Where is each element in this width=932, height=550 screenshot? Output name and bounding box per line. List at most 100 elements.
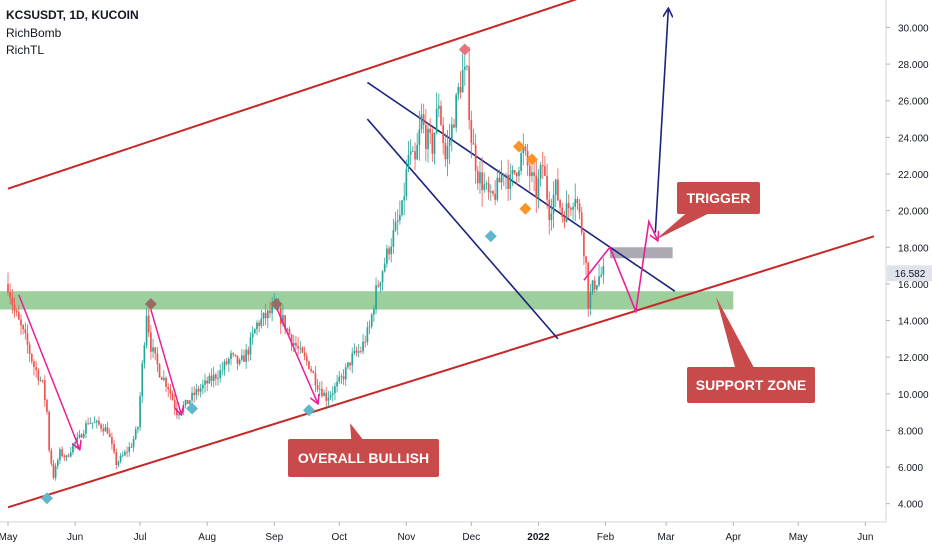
candle-body (17, 312, 20, 320)
candle-body (288, 328, 291, 335)
candle-body (249, 337, 252, 355)
candle-body (227, 359, 230, 364)
candle-body (69, 452, 72, 457)
candle-body (234, 354, 237, 356)
candle-body (450, 124, 453, 140)
candle-body (474, 144, 477, 171)
candle-body (176, 408, 178, 416)
candle-body (394, 221, 397, 231)
candle-body (355, 350, 358, 353)
candle-body (199, 388, 202, 392)
channel-upper-line (7, 0, 578, 190)
candle-body (106, 427, 109, 434)
x-tick-label: Nov (397, 532, 415, 543)
y-tick-label: 10.000 (898, 390, 929, 401)
downtrend-lower-line (366, 118, 559, 340)
y-tick-label: 6.000 (898, 463, 923, 474)
candle-body (24, 329, 27, 334)
candle-body (165, 377, 167, 387)
candle-body (591, 280, 594, 292)
candle-body (459, 87, 462, 93)
candle-body (102, 428, 105, 432)
candle-body (195, 388, 198, 396)
candle-body (507, 174, 509, 189)
candle-body (427, 128, 429, 150)
candle-body (167, 386, 170, 390)
callout-pointer (715, 296, 762, 389)
candle-body (277, 308, 280, 310)
y-tick-label: 12.000 (898, 353, 929, 364)
candle-body (518, 170, 520, 177)
candle-body (61, 449, 63, 456)
candle-body (502, 174, 505, 176)
candle-body (310, 368, 312, 372)
candle-body (11, 297, 14, 305)
last-price-label: 16.582 (895, 269, 926, 280)
candle-body (461, 69, 464, 93)
candle-body (50, 450, 53, 464)
candle-body (552, 194, 555, 214)
x-tick-label: Jul (134, 532, 147, 543)
candle-body (550, 213, 553, 221)
candle-body (160, 377, 163, 380)
y-tick-label: 20.000 (898, 207, 929, 218)
candle-body (567, 203, 570, 209)
candle-body (173, 400, 176, 409)
candle-body (448, 139, 451, 147)
candle-body (214, 374, 217, 379)
candle-body (455, 94, 458, 128)
candle-body (232, 353, 235, 355)
candle-body (422, 114, 425, 125)
candle-body (72, 444, 74, 453)
candle-body (184, 400, 187, 406)
candle-body (338, 376, 341, 382)
projection-path (583, 218, 658, 315)
candle-body (388, 248, 390, 255)
candle-body (327, 397, 330, 401)
candle-body (65, 455, 68, 458)
x-tick-label: Jun (857, 532, 873, 543)
candle-body (329, 394, 332, 398)
candle-body (554, 179, 557, 195)
candle-body (409, 151, 412, 155)
candle-body (344, 367, 347, 380)
candle-body (206, 380, 209, 384)
candle-body (347, 362, 349, 368)
callout-label: TRIGGER (687, 190, 751, 206)
candle-body (266, 310, 269, 319)
candle-body (132, 438, 135, 448)
candle-body (537, 178, 540, 198)
candle-body (379, 282, 382, 287)
candle-body (492, 191, 494, 194)
x-tick-label: 2022 (527, 532, 550, 543)
candle-body (217, 378, 219, 379)
candle-body (522, 146, 525, 154)
candle-body (204, 380, 206, 385)
candle-body (437, 105, 440, 109)
candle-body (22, 325, 25, 330)
candle-body (20, 319, 22, 326)
signal-diamond-marker (270, 298, 283, 311)
candle-body (91, 422, 94, 424)
candle-body (221, 369, 224, 371)
candle-body (282, 315, 284, 324)
candle-body (479, 172, 481, 184)
y-tick-label: 14.000 (898, 317, 929, 328)
candle-body (442, 124, 445, 144)
candle-body (440, 105, 442, 125)
candle-body (297, 346, 299, 349)
candle-body (323, 392, 325, 397)
candle-body (468, 66, 470, 121)
signal-diamond-marker (484, 230, 497, 243)
candle-body (489, 191, 492, 193)
candle-body (318, 388, 321, 390)
candle-body (570, 208, 572, 210)
candle-body (186, 400, 189, 405)
candle-body (303, 352, 306, 357)
trigger-zone-box (609, 247, 673, 259)
callout-box (687, 367, 815, 403)
y-tick-label: 30.000 (898, 23, 929, 34)
candle-body (33, 361, 35, 368)
